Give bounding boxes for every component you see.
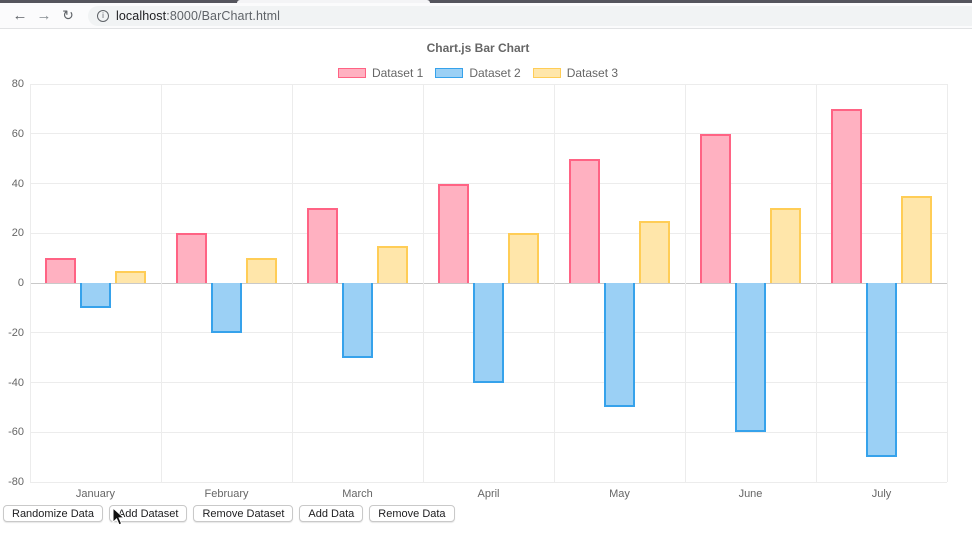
back-icon[interactable]: ← <box>12 7 28 24</box>
bar-dataset-3-february[interactable] <box>245 258 278 283</box>
gridline-v <box>553 84 555 482</box>
legend-swatch <box>435 68 464 78</box>
add-data-button[interactable]: Add Data <box>299 505 364 522</box>
reload-icon[interactable]: ↻ <box>62 7 74 23</box>
x-tick-label: January <box>75 488 116 500</box>
bar-dataset-3-january[interactable] <box>114 270 147 283</box>
url-host: localhost <box>116 9 167 23</box>
remove-data-button[interactable]: Remove Data <box>369 505 455 522</box>
bar-dataset-1-april[interactable] <box>437 183 470 283</box>
legend-label: Dataset 2 <box>469 66 521 80</box>
bar-dataset-2-april[interactable] <box>472 283 505 383</box>
bar-dataset-3-may[interactable] <box>638 220 671 283</box>
url-path: :8000/BarChart.html <box>166 9 281 23</box>
bar-dataset-2-may[interactable] <box>603 283 636 408</box>
legend-label: Dataset 3 <box>566 66 619 80</box>
chart-title: Chart.js Bar Chart <box>426 41 530 55</box>
bar-dataset-3-april[interactable] <box>507 233 540 283</box>
remove-dataset-button[interactable]: Remove Dataset <box>193 505 294 522</box>
bar-dataset-3-june[interactable] <box>769 208 802 283</box>
gridline-v <box>29 84 31 482</box>
bar-dataset-2-july[interactable] <box>865 283 898 458</box>
legend-item-dataset-3[interactable]: Dataset 3 <box>532 66 619 80</box>
bar-dataset-1-may[interactable] <box>568 158 601 283</box>
bar-dataset-2-june[interactable] <box>734 283 767 433</box>
y-tick-label: -40 <box>8 376 24 389</box>
gridline-v <box>160 84 162 482</box>
y-tick-label: -60 <box>8 426 24 439</box>
chart-legend: Dataset 1 Dataset 2 Dataset 3 <box>0 66 956 80</box>
gridline-v <box>291 84 293 482</box>
gridline-v <box>946 84 948 482</box>
active-tab-edge <box>237 0 430 3</box>
gridline-h <box>30 382 947 383</box>
bar-dataset-1-february[interactable] <box>175 233 208 283</box>
y-tick-label: 60 <box>11 127 24 140</box>
x-tick-label: April <box>477 488 500 500</box>
y-tick-label: -80 <box>8 476 24 488</box>
bar-dataset-1-january[interactable] <box>44 258 77 283</box>
bar-dataset-2-february[interactable] <box>210 283 243 333</box>
legend-label: Dataset 1 <box>371 66 424 80</box>
y-tick-label: 0 <box>17 277 24 289</box>
gridline-v <box>684 84 686 482</box>
bar-dataset-3-march[interactable] <box>376 245 409 283</box>
browser-toolbar: ← → ↻ i localhost:8000/BarChart.html <box>0 3 972 29</box>
legend-item-dataset-2[interactable]: Dataset 2 <box>435 66 521 80</box>
bar-dataset-3-july[interactable] <box>900 195 933 283</box>
gridline-h <box>30 83 947 85</box>
gridline-h <box>30 183 947 184</box>
chart-controls: Randomize Data Add Dataset Remove Datase… <box>3 505 455 522</box>
y-tick-label: 20 <box>11 227 24 240</box>
x-tick-label: June <box>738 488 763 500</box>
gridline-h <box>30 481 947 483</box>
y-tick-label: 40 <box>11 177 24 190</box>
info-icon[interactable]: i <box>97 10 109 22</box>
bar-dataset-1-march[interactable] <box>306 208 339 283</box>
legend-swatch <box>337 68 366 78</box>
add-dataset-button[interactable]: Add Dataset <box>108 505 188 522</box>
url-bar[interactable]: i localhost:8000/BarChart.html <box>88 6 972 26</box>
randomize-data-button[interactable]: Randomize Data <box>3 505 103 522</box>
y-tick-label: 80 <box>11 78 24 90</box>
x-tick-label: July <box>871 488 892 500</box>
tab-strip <box>0 0 972 3</box>
gridline-h <box>30 232 947 234</box>
url-text: localhost:8000/BarChart.html <box>116 9 280 23</box>
bar-dataset-1-july[interactable] <box>830 108 863 283</box>
bar-dataset-1-june[interactable] <box>699 133 732 283</box>
bar-dataset-2-january[interactable] <box>79 283 112 308</box>
y-tick-label: -20 <box>8 326 24 339</box>
legend-swatch <box>532 68 561 78</box>
legend-item-dataset-1[interactable]: Dataset 1 <box>337 66 424 80</box>
x-tick-label: March <box>342 488 373 500</box>
gridline-h <box>30 431 947 433</box>
forward-icon[interactable]: → <box>36 7 52 24</box>
x-tick-label: February <box>204 488 249 500</box>
gridline-h <box>30 133 947 135</box>
gridline-v <box>815 84 817 482</box>
chart-plot-area <box>29 83 948 483</box>
gridline-v <box>422 84 424 482</box>
bar-dataset-2-march[interactable] <box>341 283 374 358</box>
x-tick-label: May <box>609 488 630 500</box>
